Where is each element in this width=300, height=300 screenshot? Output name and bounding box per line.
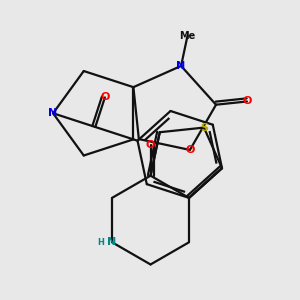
Text: O: O [146, 140, 155, 150]
Text: O: O [242, 97, 252, 106]
Text: N: N [176, 61, 186, 71]
Text: N: N [48, 108, 58, 118]
Text: H: H [98, 238, 104, 247]
Text: N: N [107, 237, 117, 247]
Text: S: S [200, 123, 208, 133]
Text: Me: Me [179, 31, 196, 40]
Text: O: O [185, 145, 195, 155]
Text: O: O [100, 92, 110, 102]
